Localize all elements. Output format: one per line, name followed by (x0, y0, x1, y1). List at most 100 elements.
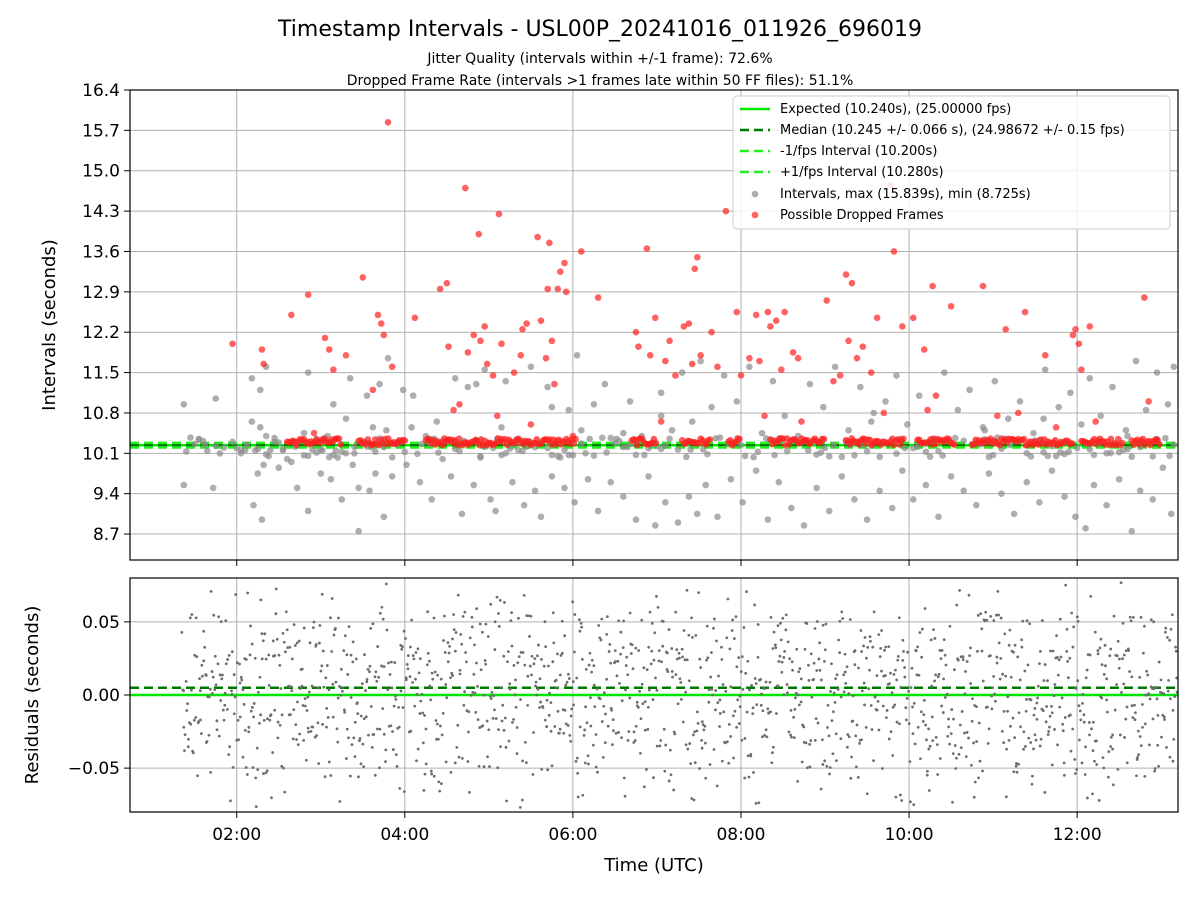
residual-point (1081, 692, 1085, 696)
residual-point (923, 607, 927, 610)
residual-point (726, 597, 730, 601)
residual-point (988, 654, 992, 658)
residual-point (1025, 619, 1029, 623)
residual-point (627, 730, 631, 734)
residual-point (331, 715, 335, 719)
residual-point (872, 759, 875, 763)
residual-point (283, 790, 287, 794)
residual-point (755, 703, 759, 707)
interval-point (271, 434, 278, 442)
residual-point (463, 690, 467, 694)
residual-point (600, 617, 604, 621)
residual-point (559, 653, 563, 657)
residual-point (952, 668, 956, 672)
residual-point (404, 678, 408, 682)
residual-point (819, 678, 823, 682)
residual-point (241, 688, 245, 692)
residual-point (771, 751, 774, 755)
interval-point (435, 449, 442, 457)
interval-point (699, 445, 707, 453)
interval-point (243, 441, 251, 448)
residual-point (440, 733, 444, 737)
residual-point (735, 725, 739, 729)
residual-point (426, 610, 430, 614)
dropped-frame-point (534, 233, 541, 241)
interval-point (520, 501, 528, 509)
residual-point (518, 805, 522, 809)
residual-point (730, 629, 734, 632)
residual-point (777, 660, 781, 663)
interval-point (651, 522, 659, 529)
interval-point (351, 443, 358, 451)
residual-point (789, 708, 793, 712)
dropped-frame-point (798, 418, 805, 425)
residual-point (498, 598, 502, 602)
interval-point (1164, 400, 1172, 408)
residual-point (510, 611, 514, 615)
residual-point (289, 713, 292, 716)
interval-point (187, 434, 194, 441)
interval-point (300, 429, 308, 437)
residual-point (1093, 630, 1097, 634)
residual-point (580, 625, 584, 629)
residual-point (1040, 619, 1044, 622)
dropped-frame-point (752, 311, 760, 319)
residuals-xtick-label-0: 02:00 (212, 825, 261, 845)
residual-point (930, 684, 934, 688)
residual-point (267, 653, 271, 657)
residual-point (813, 627, 817, 630)
residual-point (796, 780, 800, 783)
residual-point (362, 765, 366, 769)
residual-point (1102, 673, 1106, 676)
residual-point (967, 593, 971, 597)
residual-point (1024, 745, 1027, 748)
residual-point (903, 675, 907, 679)
residual-point (555, 652, 559, 656)
interval-point (769, 377, 777, 385)
residual-point (797, 703, 801, 707)
residual-point (895, 720, 899, 724)
residual-point (891, 705, 895, 709)
residual-point (596, 770, 599, 774)
residual-point (1091, 720, 1095, 724)
residual-point (972, 795, 976, 799)
residual-point (1072, 625, 1076, 629)
interval-point (1044, 452, 1052, 460)
residual-point (685, 588, 689, 592)
interval-point (1142, 406, 1150, 414)
residual-point (1120, 691, 1123, 694)
residual-point (642, 666, 646, 670)
residual-point (538, 677, 542, 681)
dropped-frame-point (899, 323, 906, 330)
residual-point (815, 620, 819, 623)
residual-point (332, 633, 336, 637)
residual-point (519, 698, 522, 701)
residual-point (951, 800, 954, 804)
interval-point (1027, 453, 1035, 460)
residual-point (261, 639, 265, 643)
interval-point (209, 484, 217, 492)
interval-point (966, 386, 973, 394)
residual-point (486, 755, 489, 759)
residual-point (361, 742, 365, 746)
interval-point (304, 452, 312, 460)
residual-point (975, 740, 979, 743)
residual-point (376, 645, 380, 648)
interval-point (727, 475, 735, 483)
dropped-frame-point (554, 285, 562, 293)
residual-point (395, 764, 399, 768)
residual-point (210, 670, 214, 673)
residual-point (532, 731, 535, 734)
interval-point (662, 442, 669, 450)
residual-point (400, 647, 404, 651)
interval-point (888, 504, 896, 512)
interval-point (304, 369, 312, 376)
residuals-ytick-label-0: −0.05 (68, 759, 120, 779)
residual-point (666, 670, 670, 674)
residual-point (425, 663, 429, 667)
interval-point (632, 516, 640, 523)
residual-point (970, 719, 974, 723)
interval-point (458, 510, 466, 518)
residual-point (574, 760, 578, 763)
